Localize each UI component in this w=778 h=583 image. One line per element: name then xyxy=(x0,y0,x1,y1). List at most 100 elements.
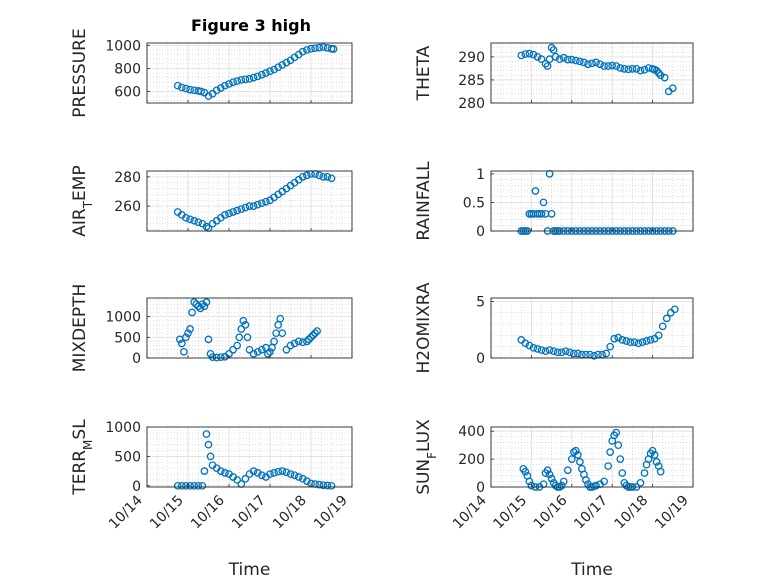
subplot-air-temp: 260 280 AIRTEMP xyxy=(70,165,353,237)
data-point xyxy=(537,210,546,218)
axes-box xyxy=(490,170,694,232)
data-point xyxy=(239,316,248,325)
x-tick-label: 10/15 xyxy=(490,493,530,533)
data-point xyxy=(574,349,582,358)
data-point xyxy=(652,458,661,466)
data-point xyxy=(622,337,631,345)
data-point xyxy=(266,347,274,356)
y-tick-label: 1000 xyxy=(105,310,141,326)
data-point xyxy=(660,73,669,82)
data-point xyxy=(311,170,319,178)
data-point xyxy=(638,338,647,347)
data-point xyxy=(529,343,538,352)
data-point xyxy=(537,55,546,64)
data-point xyxy=(543,466,552,475)
data-point xyxy=(525,477,534,486)
data-point xyxy=(266,470,274,478)
x-tick-label: 10/19 xyxy=(311,493,351,533)
data-point xyxy=(216,84,225,92)
data-point xyxy=(569,349,578,358)
data-point xyxy=(600,62,608,70)
y-tick-label: 500 xyxy=(114,449,141,465)
x-tick-label: 10/18 xyxy=(612,493,652,533)
data-point xyxy=(616,455,625,463)
data-point xyxy=(233,206,242,215)
figure-title: Figure 3 high xyxy=(191,16,311,35)
data-point xyxy=(559,477,568,486)
data-point xyxy=(549,347,558,356)
data-point xyxy=(290,471,299,480)
y-tick-label: 800 xyxy=(114,61,141,77)
axes-box xyxy=(146,170,353,232)
y-tick-label: 600 xyxy=(114,84,141,100)
data-point xyxy=(592,58,600,67)
data-point xyxy=(309,331,317,340)
data-point xyxy=(636,478,645,487)
data-point xyxy=(241,75,250,84)
data-point xyxy=(567,55,576,64)
data-point xyxy=(567,455,576,463)
data-point xyxy=(668,84,677,93)
data-point xyxy=(549,46,558,54)
data-point xyxy=(249,350,258,358)
data-point xyxy=(190,298,198,306)
data-point xyxy=(626,338,635,347)
data-point xyxy=(294,337,303,346)
x-tick-label: 10/18 xyxy=(270,493,310,533)
x-axis-label: Time xyxy=(228,560,271,580)
data-point xyxy=(249,73,258,82)
data-point xyxy=(648,446,657,455)
data-point xyxy=(656,71,665,80)
data-point xyxy=(596,60,604,69)
data-point xyxy=(602,349,610,358)
y-axis-label: TERRMSL xyxy=(70,419,95,496)
data-point xyxy=(204,92,213,100)
data-point xyxy=(658,322,667,331)
data-point xyxy=(620,64,629,73)
data-point xyxy=(276,314,285,323)
data-point xyxy=(656,467,665,476)
data-point xyxy=(237,76,246,84)
data-point xyxy=(559,53,568,62)
y-axis-label: PRESSURE xyxy=(70,28,90,117)
y-tick-label: 1 xyxy=(476,167,485,183)
x-tick-label: 10/14 xyxy=(450,492,490,532)
y-tick-label: 5 xyxy=(476,294,485,310)
data-point xyxy=(545,346,554,354)
data-point xyxy=(249,467,258,475)
axes-box xyxy=(490,426,694,488)
data-point xyxy=(253,72,262,81)
data-point xyxy=(278,467,287,475)
y-axis-label: H2OMIXRA xyxy=(414,282,434,373)
x-tick-label: 10/17 xyxy=(571,493,611,533)
data-point xyxy=(278,61,287,69)
data-point xyxy=(319,173,328,181)
data-point xyxy=(216,467,225,475)
data-point xyxy=(640,65,649,74)
data-point xyxy=(531,187,540,195)
data-point xyxy=(618,469,627,477)
data-point xyxy=(221,469,229,477)
data-point xyxy=(614,441,623,449)
y-tick-label: 0 xyxy=(132,351,141,367)
data-point xyxy=(313,327,321,335)
data-point xyxy=(561,347,570,356)
data-point xyxy=(204,440,213,449)
data-point xyxy=(604,462,613,470)
data-point xyxy=(186,481,194,490)
data-point xyxy=(539,198,548,207)
y-tick-label: 0 xyxy=(476,480,485,496)
data-point xyxy=(329,45,338,53)
data-point xyxy=(243,333,252,342)
data-point xyxy=(178,339,186,348)
data-point xyxy=(270,469,278,477)
data-point xyxy=(182,213,190,222)
data-point xyxy=(237,205,246,213)
data-point xyxy=(545,470,554,479)
data-point xyxy=(235,333,244,342)
data-point xyxy=(225,80,233,88)
y-tick-label: 260 xyxy=(114,199,141,215)
data-point xyxy=(184,329,192,338)
data-point xyxy=(521,339,530,348)
